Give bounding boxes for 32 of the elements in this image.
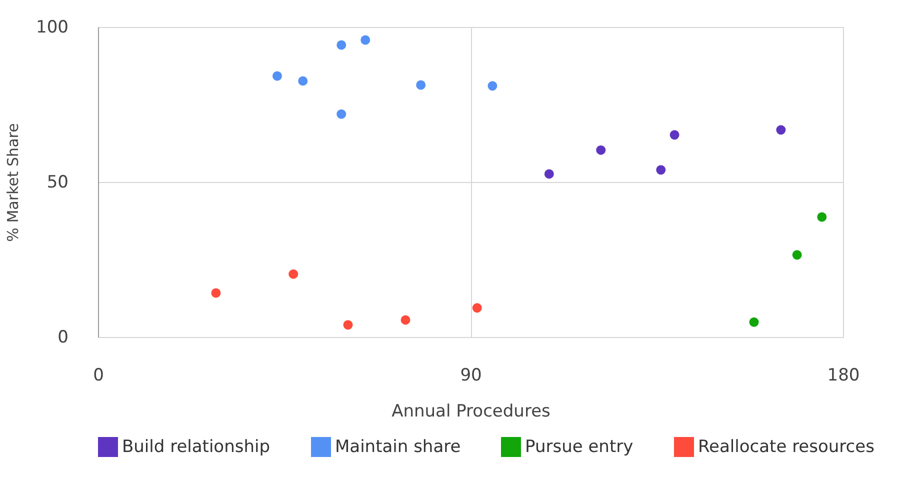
legend-label: Reallocate resources — [698, 437, 875, 457]
point — [472, 303, 482, 313]
point — [298, 76, 308, 86]
x-tick-label: 0 — [93, 366, 104, 386]
x-tick-label: 90 — [460, 366, 482, 386]
point — [360, 35, 370, 45]
point — [488, 81, 498, 91]
point — [211, 288, 221, 298]
point — [670, 130, 680, 140]
point — [288, 269, 298, 279]
point — [336, 109, 346, 119]
point — [776, 125, 786, 135]
y-tick-label: 100 — [36, 18, 68, 38]
point — [272, 71, 282, 81]
legend-label: Maintain share — [335, 437, 461, 457]
x-axis-title: Annual Procedures — [392, 402, 551, 422]
point — [343, 320, 353, 330]
x-tick-label: 180 — [827, 366, 860, 386]
y-tick-label: 0 — [58, 328, 68, 348]
point — [544, 169, 554, 179]
point — [416, 80, 426, 90]
point — [336, 40, 346, 50]
point — [792, 250, 802, 260]
point — [656, 165, 666, 175]
legend-label: Build relationship — [122, 437, 270, 457]
legend-label: Pursue entry — [525, 437, 634, 457]
y-tick-label: 50 — [46, 172, 68, 192]
point — [400, 315, 410, 325]
point — [817, 212, 827, 222]
point — [596, 145, 606, 155]
point — [749, 317, 759, 327]
y-axis-title: % Market Share — [4, 123, 22, 242]
